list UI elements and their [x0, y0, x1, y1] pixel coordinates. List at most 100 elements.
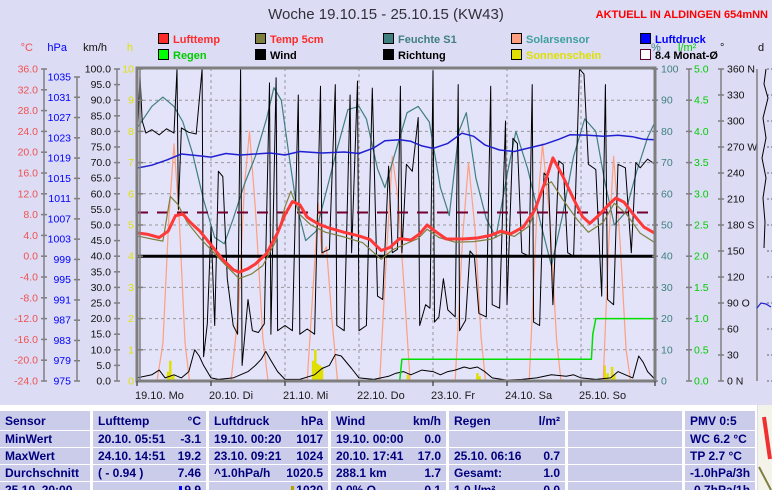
- tick-label-hum: 70: [661, 157, 673, 169]
- tick-label-wind: 25.0: [91, 298, 112, 310]
- axis-unit-wind: km/h: [83, 42, 107, 54]
- series-temp-5cm: [137, 181, 655, 280]
- tick-label-dir: 60: [727, 324, 739, 336]
- tick-label-pressure: 995: [53, 274, 71, 286]
- cell-durchschnitt-regen: Gesamt: 1.0: [449, 465, 565, 481]
- tick-label-wind: 65.0: [91, 173, 112, 185]
- legend-swatch-regen-icon: [158, 49, 169, 60]
- series-luftdruck: [137, 132, 655, 169]
- tick-label-temp: -16.0: [14, 334, 38, 346]
- tick-label-sun: 6: [128, 188, 134, 200]
- legend-swatch-lufttemp-icon: [158, 33, 169, 44]
- tick-label-wind: 45.0: [91, 235, 112, 247]
- tick-label-hum: 80: [661, 126, 673, 138]
- day-label: 22.10. Do: [357, 390, 405, 402]
- legend-item-sonnenschein: Sonnenschein: [511, 49, 601, 62]
- location-status: AKTUELL IN ALDINGEN 654mNN: [595, 9, 768, 21]
- tick-label-rain: 1.0: [694, 313, 709, 325]
- legend-label: Regen: [173, 50, 207, 62]
- legend-item-wind: Wind: [255, 49, 297, 62]
- legend-label: 8.4 Monat-Ø: [655, 50, 718, 62]
- legend-item-feuchte-s1: Feuchte S1: [383, 33, 457, 46]
- tick-label-wind: 0.0: [96, 376, 111, 388]
- cell-maxwert-sensor: MaxWert: [0, 448, 90, 464]
- cell-header-lufttemp: Lufttemp °C: [93, 411, 206, 430]
- tick-label-rain: 3.0: [694, 188, 709, 200]
- tick-label-dir: 120: [727, 272, 745, 284]
- cell-header-spare: [568, 411, 682, 430]
- tick-label-rain: 5.0: [694, 64, 709, 76]
- tick-label-sun: 0: [128, 376, 134, 388]
- tick-label-hum: 100: [661, 64, 679, 76]
- cell-durchschnitt-luftdruck: ^1.0hPa/h 1020.5: [209, 465, 328, 481]
- legend-item-lufttemp: Lufttemp: [158, 33, 221, 46]
- legend-swatch-8-4-monat-icon: [640, 49, 651, 60]
- cell-maxwert-lufttemp: 24.10. 14:51 19.2: [93, 448, 206, 464]
- tick-label-temp: 16.0: [18, 168, 39, 180]
- trend-red-line: [762, 416, 772, 460]
- tick-label-rain: 2.0: [694, 251, 709, 263]
- tick-label-pressure: 1003: [48, 234, 72, 246]
- tick-label-temp: -20.0: [14, 355, 38, 367]
- cell-durchschnitt-wind: 288.1 km 1.7: [331, 465, 446, 481]
- cell-aktuell-lufttemp: 9.9: [93, 482, 206, 490]
- cell-aktuell-regen: 1.0 l/m² 0.0: [449, 482, 565, 490]
- tick-label-hum: 50: [661, 220, 673, 232]
- page-title: Woche 19.10.15 - 25.10.15 (KW43): [268, 6, 504, 23]
- day-label: 19.10. Mo: [135, 390, 184, 402]
- axis-unit-pressure: hPa: [47, 42, 67, 54]
- cell-durchschnitt-sensor: Durchschnitt: [0, 465, 90, 481]
- axis-unit-day: d: [758, 42, 764, 54]
- axis-unit-rain: l/m²: [678, 42, 697, 54]
- tick-label-wind: 95.0: [91, 79, 112, 91]
- cell-aktuell-spare: [568, 482, 682, 490]
- legend-item-solarsensor: Solarsensor: [511, 33, 590, 46]
- tick-label-hum: 90: [661, 95, 673, 107]
- cell-minwert-pmv: WC 6.2 °C: [685, 431, 755, 447]
- tick-label-pressure: 983: [53, 335, 71, 347]
- tick-label-rain: 0.0: [694, 376, 709, 388]
- edge-chart-wind-trace: [761, 68, 769, 249]
- series-richtung: [137, 68, 655, 366]
- tick-label-dir: 330: [727, 90, 745, 102]
- legend-swatch-solarsensor-icon: [511, 33, 522, 44]
- trend-marker-icon: [179, 486, 183, 490]
- tick-label-dir: 360 N: [727, 64, 755, 76]
- legend-item-luftdruck: Luftdruck: [640, 33, 706, 46]
- tick-label-pressure: 1007: [48, 213, 72, 225]
- cell-durchschnitt-lufttemp: ( - 0.94 ) 7.46: [93, 465, 206, 481]
- tick-label-temp: -12.0: [14, 313, 38, 325]
- tick-label-rain: 4.5: [694, 95, 709, 107]
- tick-label-pressure: 1027: [48, 112, 72, 124]
- legend-label: Richtung: [398, 50, 446, 62]
- tick-label-wind: 35.0: [91, 266, 112, 278]
- tick-label-temp: 12.0: [18, 188, 39, 200]
- tick-label-wind: 50.0: [91, 220, 112, 232]
- tick-label-wind: 60.0: [91, 188, 112, 200]
- cell-maxwert-luftdruck: 23.10. 09:21 1024: [209, 448, 328, 464]
- legend-swatch-sonnenschein-icon: [511, 49, 522, 60]
- tick-label-hum: 40: [661, 251, 673, 263]
- tick-label-wind: 75.0: [91, 142, 112, 154]
- tick-label-wind: 10.0: [91, 344, 112, 356]
- tick-label-pressure: 975: [53, 376, 71, 388]
- day-label: 23.10. Fr: [431, 390, 475, 402]
- day-label: 24.10. Sa: [505, 390, 553, 402]
- tick-label-hum: 30: [661, 282, 673, 294]
- cell-minwert-regen: [449, 431, 565, 447]
- tick-label-sun: 7: [128, 157, 134, 169]
- tick-label-hum: 20: [661, 313, 673, 325]
- stats-table: Sensor Lufttemp °C Luftdruck hPa Wind km/h Rege…: [0, 405, 757, 490]
- legend-label: Lufttemp: [173, 34, 221, 46]
- tick-label-pressure: 987: [53, 315, 71, 327]
- legend-swatch-luftdruck-icon: [640, 33, 651, 44]
- trend-olive-line: [758, 466, 772, 490]
- tick-label-dir: 270 W: [727, 142, 757, 154]
- day-label: 25.10. So: [579, 390, 626, 402]
- tick-label-temp: 36.0: [18, 64, 39, 76]
- tick-label-sun: 3: [128, 282, 134, 294]
- legend-label: Temp 5cm: [270, 34, 324, 46]
- tick-label-temp: 8.0: [23, 209, 38, 221]
- cell-durchschnitt-spare: [568, 465, 682, 481]
- tick-label-wind: 15.0: [91, 329, 112, 341]
